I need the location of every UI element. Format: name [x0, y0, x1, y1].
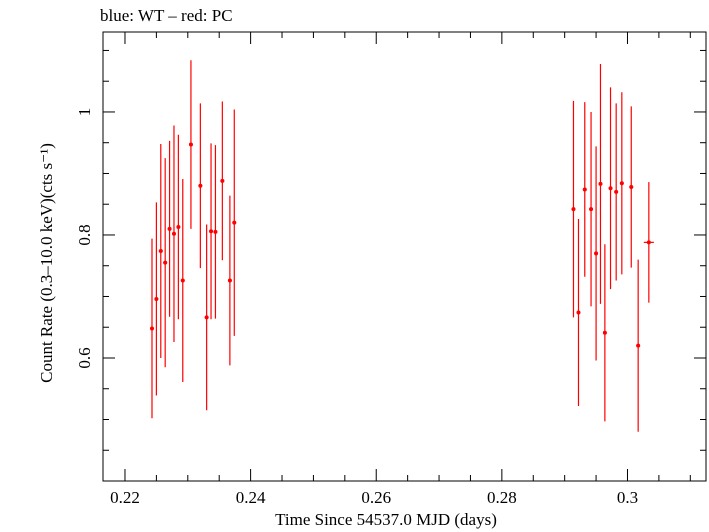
- data-point: [582, 102, 587, 277]
- point-marker: [646, 240, 651, 245]
- data-point: [158, 143, 163, 358]
- x-axis-ticks: [124, 32, 691, 481]
- data-point: [163, 158, 168, 368]
- data-point: [619, 92, 624, 275]
- point-marker: [227, 278, 232, 283]
- point-marker: [232, 220, 237, 225]
- data-point: [643, 182, 654, 303]
- point-marker: [209, 229, 214, 234]
- y-axis-ticks: [103, 49, 706, 482]
- point-marker: [163, 260, 168, 265]
- point-marker: [619, 181, 624, 186]
- x-tick-label: 0.28: [487, 488, 517, 507]
- x-axis-label: Time Since 54537.0 MJD (days): [275, 510, 497, 529]
- point-marker: [180, 278, 185, 283]
- point-marker: [629, 184, 634, 189]
- data-point: [608, 87, 613, 290]
- data-point: [232, 109, 237, 336]
- point-marker: [602, 330, 607, 335]
- data-point: [149, 238, 154, 419]
- point-marker: [636, 343, 641, 348]
- data-point: [576, 218, 581, 406]
- chart-title: blue: WT – red: PC: [100, 6, 233, 25]
- point-marker: [220, 178, 225, 183]
- data-point: [171, 125, 176, 342]
- data-point: [188, 60, 193, 229]
- point-marker: [598, 181, 603, 186]
- point-marker: [594, 251, 599, 256]
- y-tick-label: 1: [75, 108, 94, 117]
- point-marker: [176, 224, 181, 229]
- data-point: [204, 224, 209, 411]
- data-point: [176, 134, 181, 320]
- y-axis-label: Count Rate (0.3–10.0 keV)(cts s⁻¹): [37, 143, 56, 383]
- data-point: [589, 111, 594, 307]
- point-marker: [204, 315, 209, 320]
- point-marker: [188, 142, 193, 147]
- data-point: [636, 259, 641, 432]
- x-tick-label: 0.26: [361, 488, 391, 507]
- data-point: [598, 63, 603, 304]
- data-point: [220, 101, 225, 261]
- series-pc: [149, 60, 654, 432]
- point-marker: [213, 229, 218, 234]
- data-point: [213, 145, 218, 319]
- data-point: [602, 244, 607, 422]
- point-marker: [576, 310, 581, 315]
- point-marker: [171, 231, 176, 236]
- data-point: [614, 103, 619, 281]
- x-tick-label: 0.24: [236, 488, 266, 507]
- point-marker: [154, 296, 159, 301]
- point-marker: [158, 248, 163, 253]
- plot-frame: [102, 31, 707, 482]
- point-marker: [198, 183, 203, 188]
- x-tick-label: 0.3: [617, 488, 638, 507]
- data-point: [198, 103, 203, 269]
- y-axis-tick-labels: 0.6 0.8 1: [75, 108, 94, 369]
- point-marker: [608, 186, 613, 191]
- data-point: [154, 202, 159, 396]
- point-marker: [571, 207, 576, 212]
- data-point: [571, 100, 576, 318]
- data-series-layer: [149, 60, 654, 432]
- data-point: [209, 143, 214, 320]
- point-marker: [167, 226, 172, 231]
- point-marker: [589, 207, 594, 212]
- point-marker: [582, 187, 587, 192]
- data-point: [180, 179, 185, 382]
- data-point: [629, 106, 634, 268]
- x-axis-tick-labels: 0.22 0.24 0.26 0.28 0.3: [110, 488, 638, 507]
- data-point: [227, 195, 232, 366]
- y-tick-label: 0.6: [75, 347, 94, 368]
- point-marker: [614, 189, 619, 194]
- data-point: [594, 146, 599, 361]
- y-tick-label: 0.8: [75, 224, 94, 245]
- point-marker: [149, 326, 154, 331]
- x-tick-label: 0.22: [110, 488, 140, 507]
- data-point: [167, 140, 172, 317]
